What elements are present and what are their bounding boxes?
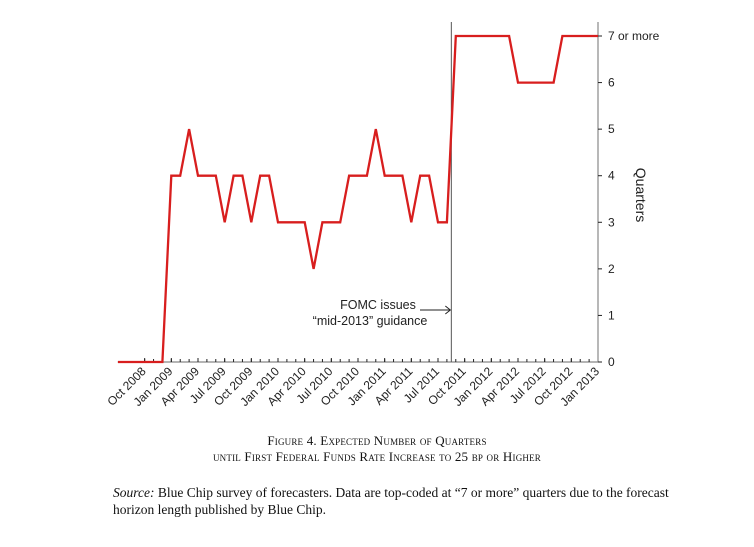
fomc-annotation: FOMC issues “mid-2013” guidance <box>313 298 452 328</box>
figure-caption-line-2: until First Federal Funds Rate Increase … <box>212 449 541 464</box>
y-tick-label: 3 <box>608 215 615 229</box>
annotation-line-1: FOMC issues <box>340 298 416 312</box>
figure-caption-line-1: Figure 4. Expected Number of Quarters <box>267 433 487 448</box>
source-text: Blue Chip survey of forecasters. Data ar… <box>113 485 669 517</box>
y-tick-label: 4 <box>608 169 615 183</box>
y-tick-label: 2 <box>608 262 615 276</box>
y-tick-label: 5 <box>608 122 615 136</box>
series-line <box>118 34 598 364</box>
y-tick-label: 7 or more <box>608 29 660 43</box>
y-tick-label: 1 <box>608 308 615 322</box>
y-tick-label: 0 <box>608 355 615 369</box>
annotation-line-2: “mid-2013” guidance <box>313 314 428 328</box>
y-axis: 0 1 2 3 4 5 6 7 or more <box>597 22 660 369</box>
source-label: Source: <box>113 485 155 500</box>
series-group <box>117 34 599 364</box>
figure-source-note: Source: Blue Chip survey of forecasters.… <box>113 484 673 518</box>
annotation-arrowhead-icon <box>445 305 452 315</box>
y-tick-label: 6 <box>608 76 615 90</box>
y-axis-label: Quarters <box>633 168 649 222</box>
figure-caption-title: Figure 4. Expected Number of Quarters un… <box>0 433 754 465</box>
